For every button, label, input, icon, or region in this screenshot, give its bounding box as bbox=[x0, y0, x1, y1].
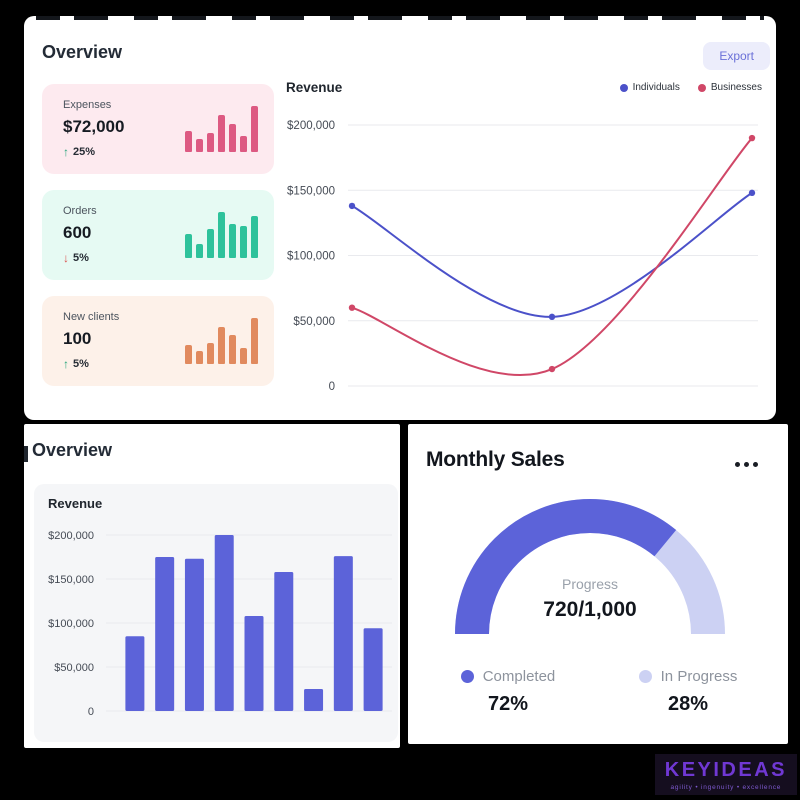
stat-value: $72,000 bbox=[63, 117, 125, 136]
stat-delta-value: 5% bbox=[73, 252, 89, 264]
stat-card-new-clients: New clients 100 ↑ 5% bbox=[42, 296, 274, 386]
trend-arrow-icon: ↓ bbox=[63, 251, 69, 265]
line-chart-title: Revenue bbox=[286, 80, 343, 95]
stat-label: Orders bbox=[63, 205, 97, 217]
legend-item-completed: Completed 72% bbox=[446, 668, 570, 716]
stat-delta-value: 5% bbox=[73, 358, 89, 370]
monthly-sales-title: Monthly Sales bbox=[426, 448, 565, 471]
legend-item-businesses: Businesses bbox=[697, 82, 762, 93]
stat-delta: ↑ 5% bbox=[63, 357, 119, 371]
line-chart-svg: 0 $50,000 $100,000 $150,000 $200,000 bbox=[287, 120, 758, 393]
stat-card-orders: Orders 600 ↓ 5% bbox=[42, 190, 274, 280]
legend-value: 28% bbox=[667, 693, 709, 715]
brand-tagline: agility • ingenuity • excellence bbox=[670, 784, 782, 791]
gauge-center-value: 720/1,000 bbox=[543, 598, 637, 621]
bar-chart-title: Revenue bbox=[48, 496, 103, 511]
monthly-sales-panel: Monthly Sales Progress 720/1,000 Complet… bbox=[408, 424, 788, 744]
cropped-fragment-artifact bbox=[24, 446, 28, 462]
stat-delta-value: 25% bbox=[73, 146, 96, 158]
stat-label: Expenses bbox=[63, 99, 112, 111]
legend-dot-icon bbox=[697, 83, 706, 92]
stat-cards-column: Expenses $72,000 ↑ 25% Orders 600 ↓ 5% bbox=[42, 84, 274, 386]
chart-legend: Individuals Businesses bbox=[619, 82, 762, 93]
svg-text:$150,000: $150,000 bbox=[48, 574, 94, 586]
page-title: Overview bbox=[32, 440, 113, 460]
stat-delta: ↓ 5% bbox=[63, 251, 97, 265]
legend-label: In Progress bbox=[660, 668, 738, 685]
legend-item-in-progress: In Progress 28% bbox=[626, 668, 750, 716]
gauge-svg bbox=[455, 499, 725, 635]
legend-value: 72% bbox=[487, 693, 529, 715]
stat-value: 100 bbox=[63, 329, 92, 348]
bar-chart-svg: 0 $50,000 $100,000 $150,000 $200,000 bbox=[48, 530, 392, 718]
trend-arrow-icon: ↑ bbox=[63, 145, 69, 159]
ellipsis-menu-icon[interactable] bbox=[731, 458, 762, 471]
bar-chart-card: Revenue 0 $50,000 $100,000 $150,000 $200,000 bbox=[34, 484, 398, 742]
stat-label: New clients bbox=[63, 311, 120, 323]
svg-text:0: 0 bbox=[88, 706, 94, 718]
keyideas-logo: KEYIDEAS agility • ingenuity • excellenc… bbox=[654, 754, 797, 795]
legend-dot-icon bbox=[619, 83, 628, 92]
revenue-bar-panel: Overview Revenue 0 $50,000 $100,000 $150,00… bbox=[24, 424, 400, 748]
svg-text:$50,000: $50,000 bbox=[54, 662, 94, 674]
svg-text:0: 0 bbox=[329, 381, 335, 393]
legend-dot-icon bbox=[460, 670, 474, 683]
trend-arrow-icon: ↑ bbox=[63, 357, 69, 371]
mini-bar-chart bbox=[185, 106, 258, 152]
cropped-content-artifact bbox=[36, 16, 764, 20]
svg-text:$100,000: $100,000 bbox=[48, 618, 94, 630]
svg-text:$50,000: $50,000 bbox=[293, 316, 335, 328]
svg-text:$100,000: $100,000 bbox=[287, 251, 335, 263]
legend-label: Businesses bbox=[710, 82, 762, 93]
stat-value: 600 bbox=[63, 223, 92, 242]
brand-name: KEYIDEAS bbox=[664, 759, 787, 781]
mini-bar-chart bbox=[185, 318, 258, 364]
stat-card-expenses: Expenses $72,000 ↑ 25% bbox=[42, 84, 274, 174]
export-button[interactable]: Export bbox=[703, 42, 770, 70]
legend-item-individuals: Individuals bbox=[619, 82, 680, 93]
gauge-legend: Completed 72% In Progress 28% bbox=[408, 668, 788, 716]
legend-dot-icon bbox=[638, 670, 652, 683]
page-title: Overview bbox=[42, 42, 123, 62]
mini-bar-chart bbox=[185, 212, 258, 258]
svg-text:$200,000: $200,000 bbox=[287, 120, 335, 132]
svg-text:$200,000: $200,000 bbox=[48, 530, 94, 542]
svg-text:$150,000: $150,000 bbox=[287, 185, 335, 197]
legend-label: Completed bbox=[482, 668, 556, 685]
line-chart-header: Revenue Individuals Businesses bbox=[286, 80, 762, 95]
gauge-center-label: Progress bbox=[561, 576, 619, 592]
legend-label: Individuals bbox=[632, 82, 680, 93]
stat-delta: ↑ 25% bbox=[63, 145, 124, 159]
overview-panel: Overview Export Expenses $72,000 ↑ 25% O… bbox=[24, 16, 776, 420]
